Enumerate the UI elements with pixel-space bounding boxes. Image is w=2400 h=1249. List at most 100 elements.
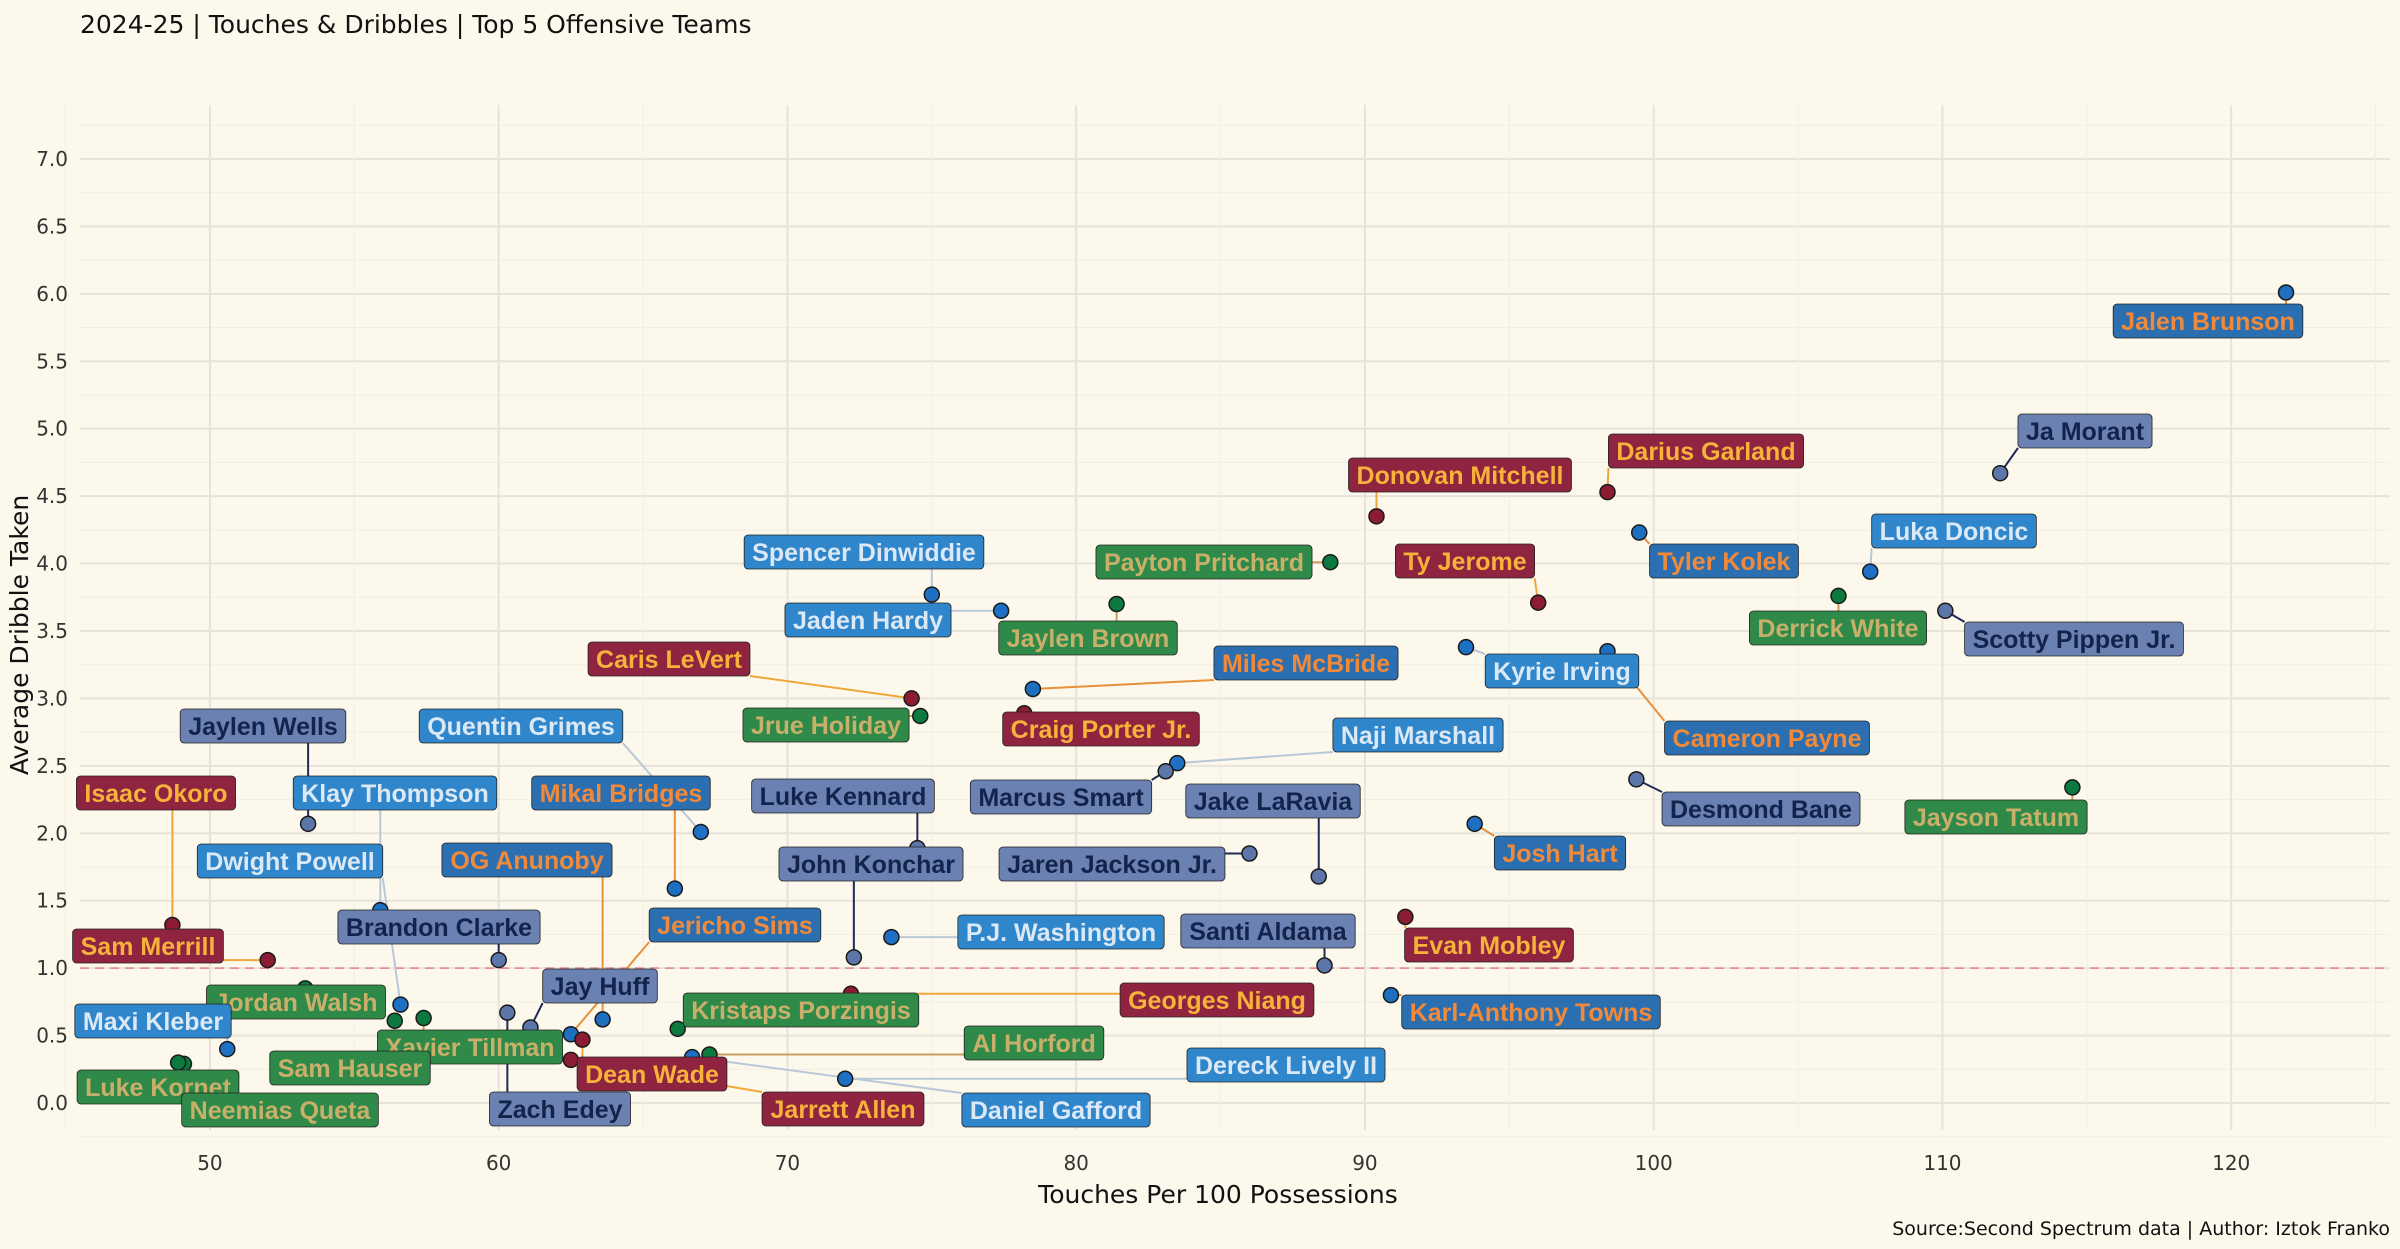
player-label: Jaren Jackson Jr. — [998, 846, 1226, 882]
player-label: Evan Mobley — [1404, 927, 1574, 963]
player-label-box — [269, 1050, 431, 1086]
data-point — [392, 996, 409, 1013]
player-label: Xavier Tillman — [377, 1029, 563, 1065]
player-label-text: Jaylen Brown — [1007, 625, 1170, 653]
player-label-box — [179, 708, 347, 744]
player-label: Payton Pritchard — [1095, 544, 1313, 580]
player-label-box — [1661, 791, 1861, 827]
y-tick-label: 3.5 — [36, 619, 68, 643]
player-label-box — [1749, 610, 1927, 646]
data-point — [923, 586, 941, 603]
data-point — [669, 1020, 686, 1038]
player-label: Jaylen Wells — [179, 708, 347, 744]
data-point — [219, 1040, 236, 1058]
player-label: Neemias Queta — [181, 1092, 379, 1128]
player-label-text: Jaylen Wells — [188, 713, 338, 741]
player-label-box — [998, 846, 1226, 882]
y-tick-label: 2.5 — [36, 754, 68, 778]
x-tick-label: 110 — [1923, 1151, 1961, 1175]
player-label-text: Ty Jerome — [1403, 548, 1526, 576]
player-label-text: Kyrie Irving — [1493, 658, 1631, 686]
player-label-box — [957, 914, 1165, 950]
player-labels: Jalen Brunson Ja Morant Darius Garland Dono… — [72, 303, 2304, 1128]
player-label: Jericho Sims — [648, 907, 822, 943]
x-tick-label: 80 — [1063, 1151, 1088, 1175]
data-point — [912, 707, 929, 725]
data-point — [1599, 483, 1616, 501]
grid-lines — [65, 105, 2390, 1138]
player-label-text: John Konchar — [787, 851, 955, 879]
data-point — [1862, 563, 1879, 580]
player-label: Maxi Kleber — [74, 1003, 232, 1039]
y-tick-label: 7.0 — [36, 147, 68, 171]
y-tick-label: 4.0 — [36, 552, 68, 576]
player-label-text: Sam Merrill — [81, 933, 216, 961]
y-tick-label: 1.5 — [36, 889, 68, 913]
player-label: Jayson Tatum — [1904, 799, 2088, 835]
player-label-text: Isaac Okoro — [84, 780, 227, 808]
x-axis-title: Touches Per 100 Possessions — [1037, 1180, 1398, 1209]
player-label-box — [531, 775, 711, 811]
player-label-box — [1180, 913, 1356, 949]
player-label-box — [1871, 513, 2037, 549]
player-label-box — [2112, 303, 2304, 339]
player-label-text: Donovan Mitchell — [1357, 462, 1564, 490]
player-label: Sam Merrill — [72, 928, 224, 964]
player-label-text: Jrue Holiday — [751, 712, 901, 740]
player-label-text: OG Anunoby — [450, 847, 603, 875]
data-point — [1316, 957, 1333, 974]
player-label-text: Dean Wade — [585, 1061, 719, 1089]
player-label-box — [761, 1091, 925, 1127]
player-label-box — [751, 778, 935, 814]
player-label-box — [1095, 544, 1313, 580]
data-point — [562, 1051, 580, 1069]
player-label: P.J. Washington — [957, 914, 1165, 950]
player-label-box — [181, 1092, 379, 1128]
player-label-box — [1404, 927, 1574, 963]
player-label-text: Darius Garland — [1616, 438, 1795, 466]
player-label-box — [337, 909, 541, 945]
player-label-text: Quentin Grimes — [427, 713, 615, 741]
player-label: Jordan Walsh — [206, 984, 386, 1020]
data-point — [1830, 587, 1847, 605]
data-point — [1529, 594, 1547, 611]
y-tick-label: 5.0 — [36, 417, 68, 441]
data-point — [2064, 779, 2081, 796]
player-label-text: Miles McBride — [1222, 650, 1390, 678]
player-label: Jaylen Brown — [998, 620, 1178, 656]
player-label-box — [742, 707, 910, 743]
data-point — [499, 1004, 516, 1021]
data-point — [1322, 553, 1339, 571]
player-label-text: Craig Porter Jr. — [1011, 716, 1192, 744]
player-label-text: Santi Aldama — [1189, 918, 1348, 946]
y-tick-label: 4.5 — [36, 484, 68, 508]
player-label-text: Desmond Bane — [1670, 796, 1852, 824]
player-label-box — [196, 843, 384, 879]
player-label-box — [292, 775, 498, 811]
x-tick-label: 50 — [197, 1151, 222, 1175]
y-tick-label: 0.5 — [36, 1024, 68, 1048]
player-label-text: Sam Hauser — [278, 1055, 423, 1083]
player-label-text: Evan Mobley — [1413, 932, 1566, 960]
player-label-text: Al Horford — [972, 1030, 1096, 1058]
player-label: Jaden Hardy — [784, 602, 952, 638]
data-point — [903, 690, 920, 707]
player-label-text: Derrick White — [1757, 615, 1918, 643]
data-point — [259, 951, 276, 969]
player-label: Al Horford — [963, 1025, 1105, 1061]
player-label: John Konchar — [778, 846, 964, 882]
player-label-text: Jaden Hardy — [793, 607, 943, 635]
x-tick-label: 120 — [2212, 1151, 2250, 1175]
player-label-box — [1213, 645, 1399, 681]
player-label-text: Jordan Walsh — [215, 989, 378, 1017]
y-tick-label: 1.0 — [36, 956, 68, 980]
player-label-text: P.J. Washington — [966, 919, 1156, 947]
player-label: Karl-Anthony Towns — [1401, 994, 1661, 1030]
player-label-box — [1348, 457, 1572, 493]
player-label-box — [489, 1091, 631, 1127]
data-point — [1382, 986, 1400, 1004]
y-tick-labels: 0.0 0.5 1.0 1.5 2.0 2.5 3.0 3.5 4.0 4.5 5.0 5.5 6.0 6… — [36, 147, 68, 1115]
data-point — [169, 1054, 187, 1071]
x-tick-label: 90 — [1352, 1151, 1377, 1175]
leader-line — [749, 675, 912, 700]
